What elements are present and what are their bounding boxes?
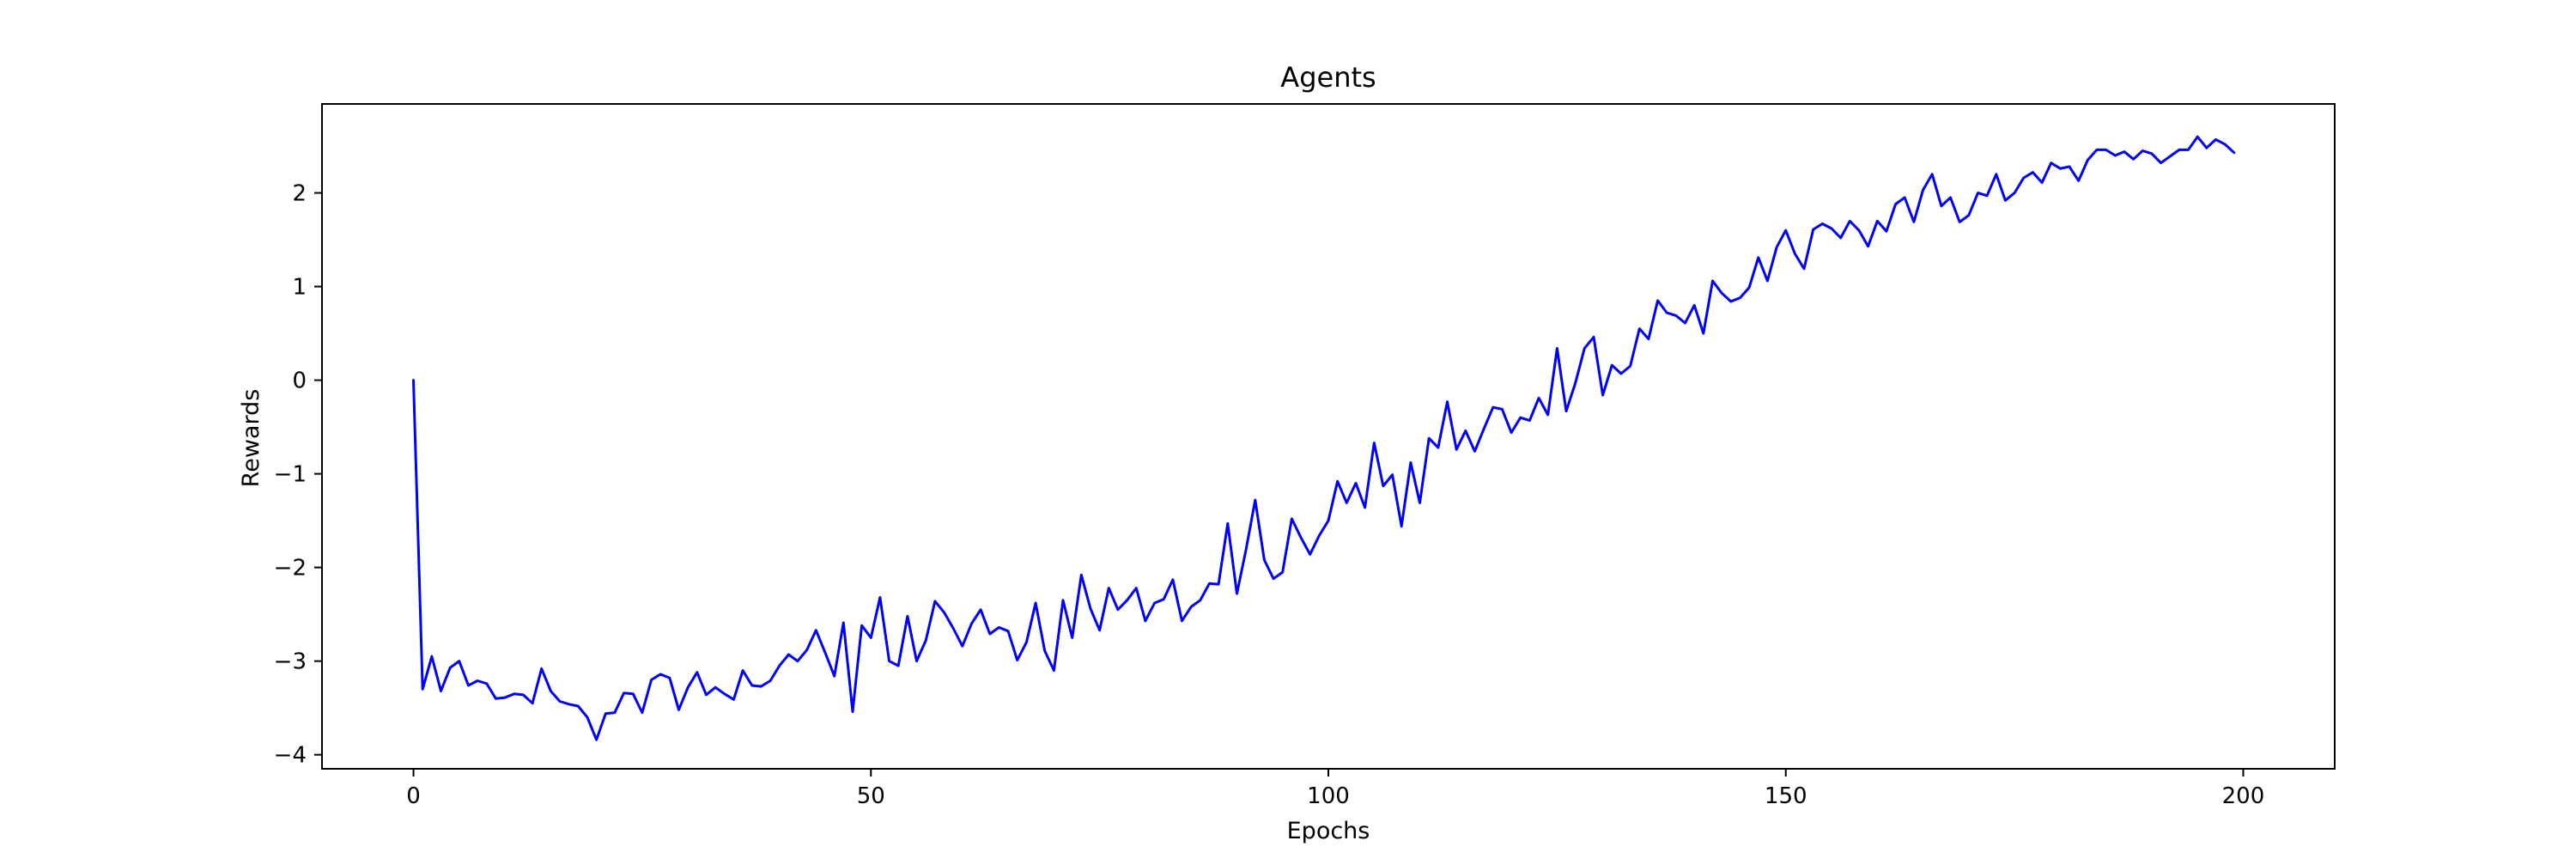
y-tick-label: −2 — [274, 556, 307, 582]
y-tick-label: 1 — [292, 275, 307, 301]
y-axis: −4 −3 −2 −1 0 1 2 — [274, 181, 322, 769]
chart-title: Agents — [1280, 61, 1376, 94]
series-line — [412, 135, 2236, 741]
y-tick-label: −4 — [274, 743, 307, 769]
plot-frame — [321, 103, 2336, 770]
y-tick-label: 2 — [292, 181, 307, 207]
y-axis-label: Rewards — [238, 389, 264, 488]
x-tick-label: 200 — [2222, 783, 2265, 809]
x-tick-label: 100 — [1307, 783, 1350, 809]
x-tick-label: 50 — [857, 783, 885, 809]
x-tick-label: 0 — [406, 783, 421, 809]
x-tick-label: 150 — [1765, 783, 1807, 809]
y-tick-label: 0 — [292, 369, 307, 394]
y-tick-label: −3 — [274, 649, 307, 675]
y-tick-label: −1 — [274, 462, 307, 488]
x-axis-label: Epochs — [1287, 818, 1370, 844]
x-axis: 0 50 100 150 200 — [406, 769, 2264, 809]
